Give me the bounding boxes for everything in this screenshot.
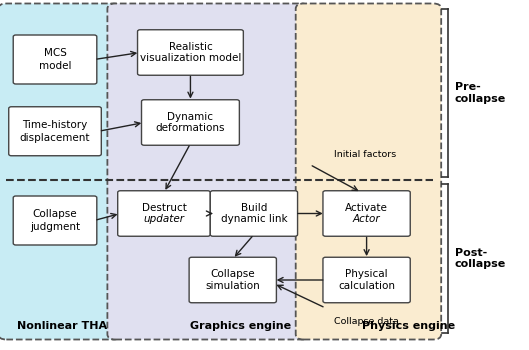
Text: Collapse: Collapse: [33, 209, 77, 219]
FancyBboxPatch shape: [0, 4, 121, 340]
FancyBboxPatch shape: [189, 257, 276, 303]
Text: Collapse data: Collapse data: [333, 317, 398, 326]
Text: Collapse: Collapse: [211, 269, 255, 279]
Text: Realistic: Realistic: [169, 42, 212, 51]
Text: calculation: calculation: [338, 281, 395, 291]
FancyBboxPatch shape: [138, 30, 243, 75]
Text: Activate: Activate: [345, 203, 388, 212]
FancyBboxPatch shape: [13, 196, 97, 245]
Text: Initial factors: Initial factors: [333, 150, 396, 159]
Text: judgment: judgment: [30, 222, 80, 232]
Text: dynamic link: dynamic link: [221, 215, 287, 224]
Text: Physics engine: Physics engine: [362, 321, 455, 331]
FancyBboxPatch shape: [323, 257, 411, 303]
FancyBboxPatch shape: [323, 191, 411, 236]
FancyBboxPatch shape: [296, 4, 441, 340]
Text: model: model: [39, 61, 71, 71]
Text: simulation: simulation: [205, 281, 260, 291]
Text: Destruct: Destruct: [142, 203, 186, 212]
Text: Pre-
collapse: Pre- collapse: [455, 82, 506, 104]
Text: Actor: Actor: [353, 215, 380, 224]
Text: updater: updater: [143, 215, 185, 224]
Text: Time-history: Time-history: [22, 120, 88, 130]
Text: Build: Build: [241, 203, 267, 212]
Text: displacement: displacement: [20, 133, 90, 142]
FancyBboxPatch shape: [141, 100, 239, 145]
Text: Physical: Physical: [345, 269, 388, 279]
Text: Dynamic: Dynamic: [168, 112, 213, 121]
Text: visualization model: visualization model: [140, 54, 241, 63]
Text: MCS: MCS: [43, 48, 67, 58]
FancyBboxPatch shape: [117, 191, 210, 236]
Text: Post-
collapse: Post- collapse: [455, 248, 506, 269]
FancyBboxPatch shape: [13, 35, 97, 84]
FancyBboxPatch shape: [107, 4, 309, 340]
Text: Graphics engine: Graphics engine: [190, 321, 291, 331]
FancyBboxPatch shape: [210, 191, 297, 236]
Text: deformations: deformations: [156, 124, 225, 133]
Text: Nonlinear THA: Nonlinear THA: [17, 321, 107, 331]
FancyBboxPatch shape: [8, 107, 102, 156]
